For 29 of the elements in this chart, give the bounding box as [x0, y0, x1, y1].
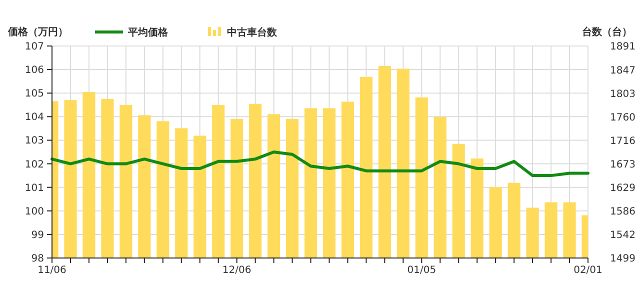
y-tick-label: 103 — [24, 136, 44, 147]
x-tick-label: 12/06 — [222, 265, 252, 276]
y-tick-label: 102 — [24, 159, 44, 170]
x-tick-label: 01/05 — [407, 265, 436, 276]
y-axis-title: 価格（万円） — [7, 26, 68, 38]
y-tick-label: 101 — [24, 182, 44, 194]
y2-tick-label: 1673 — [610, 159, 636, 170]
y2-tick-label: 1716 — [610, 136, 636, 148]
y2-tick-label: 1847 — [610, 65, 636, 76]
y2-tick-label: 1499 — [610, 254, 636, 264]
y-tick-label: 104 — [24, 112, 44, 124]
y-tick-label: 107 — [24, 42, 44, 52]
y2-tick-label: 1891 — [610, 42, 636, 52]
y2-tick-label: 1760 — [610, 112, 636, 124]
y-tick-label: 99 — [31, 230, 44, 241]
y-tick-label: 106 — [24, 65, 44, 76]
y2-axis-title: 台数（台） — [582, 26, 632, 38]
y2-tick-label: 1542 — [610, 230, 636, 242]
legend-label: 平均価格 — [127, 26, 169, 38]
y-tick-label: 98 — [31, 254, 44, 264]
y2-tick-label: 1586 — [610, 206, 636, 218]
x-tick-label: 02/01 — [574, 265, 602, 276]
y-tick-label: 100 — [24, 206, 44, 218]
line-series — [50, 150, 590, 178]
y-tick-label: 105 — [24, 88, 44, 100]
legend-label: 中古車台数 — [227, 26, 278, 38]
y2-tick-label: 1803 — [610, 89, 636, 100]
x-tick-label: 11/06 — [38, 265, 66, 276]
y2-tick-label: 1629 — [610, 183, 636, 194]
